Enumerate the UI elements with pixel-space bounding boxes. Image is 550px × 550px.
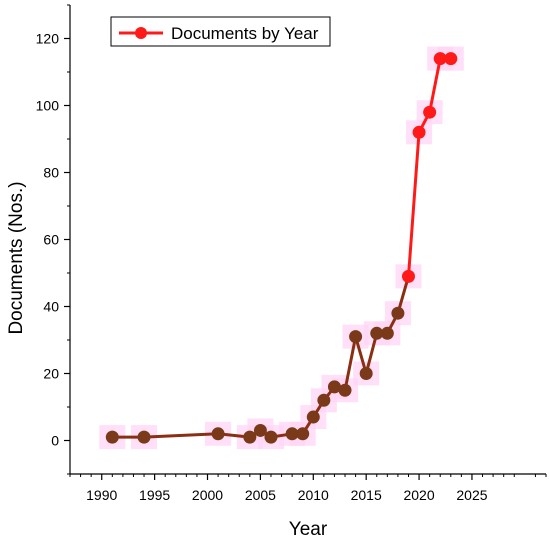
y-tick-label: 120 [36,31,60,47]
axes: 1990 1995 2000 2005 2010 2015 2020 2025 0 20 40 60… [36,4,547,503]
data-point [412,125,426,139]
x-tick-label: 2000 [192,487,223,503]
x-axis-ticks: 1990 1995 2000 2005 2010 2015 2020 2025 [69,474,547,503]
legend-label: Documents by Year [171,24,319,43]
x-tick-label: 2010 [298,487,329,503]
data-point [306,410,320,424]
x-tick-label: 2025 [456,487,487,503]
series-line-segment [406,130,421,278]
legend: Documents by Year [110,16,331,47]
data-point [253,423,267,437]
y-tick-label: 100 [36,98,60,114]
data-point [370,326,384,340]
y-axis-label: Documents (Nos.) [6,181,27,334]
data-point [338,383,352,397]
data-point [264,430,278,444]
data-point [105,430,119,444]
data-point [296,427,310,441]
data-point [317,393,331,407]
data-point [380,326,394,340]
series-line-segment [142,432,220,439]
legend-marker [135,27,147,39]
y-tick-label: 20 [43,366,59,382]
x-axis-label: Year [289,519,328,540]
x-tick-label: 2015 [351,487,382,503]
x-tick-label: 1990 [86,487,117,503]
data-point [211,427,225,441]
data-point [137,430,151,444]
x-tick-label: 2020 [403,487,434,503]
data-point [349,330,363,344]
series-line-segment [343,335,358,392]
data-point [359,367,373,380]
y-axis-ticks: 0 20 40 60 80 100 120 [36,4,70,475]
data-point [423,105,437,119]
data-point [401,269,415,283]
data-point [327,380,341,394]
x-tick-label: 1995 [139,487,170,503]
y-tick-label: 60 [43,232,59,248]
series-line-segment [364,331,379,375]
data-point [391,306,405,320]
series-line-segment [428,57,442,114]
y-tick-label: 80 [43,165,59,181]
series-documents-by-year [99,46,464,450]
x-tick-label: 2005 [245,487,276,503]
data-point [433,52,447,66]
data-point [444,52,458,66]
y-tick-label: 0 [51,433,59,449]
data-point [243,430,257,444]
y-tick-label: 40 [43,299,59,315]
data-point [285,427,299,441]
